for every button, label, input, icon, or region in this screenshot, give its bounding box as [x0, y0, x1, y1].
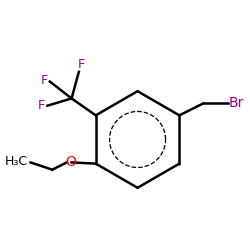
Text: F: F — [40, 74, 48, 87]
Text: O: O — [65, 156, 76, 170]
Text: F: F — [78, 58, 85, 71]
Text: F: F — [38, 99, 45, 112]
Text: Br: Br — [229, 96, 244, 110]
Text: H₃C: H₃C — [5, 155, 28, 168]
